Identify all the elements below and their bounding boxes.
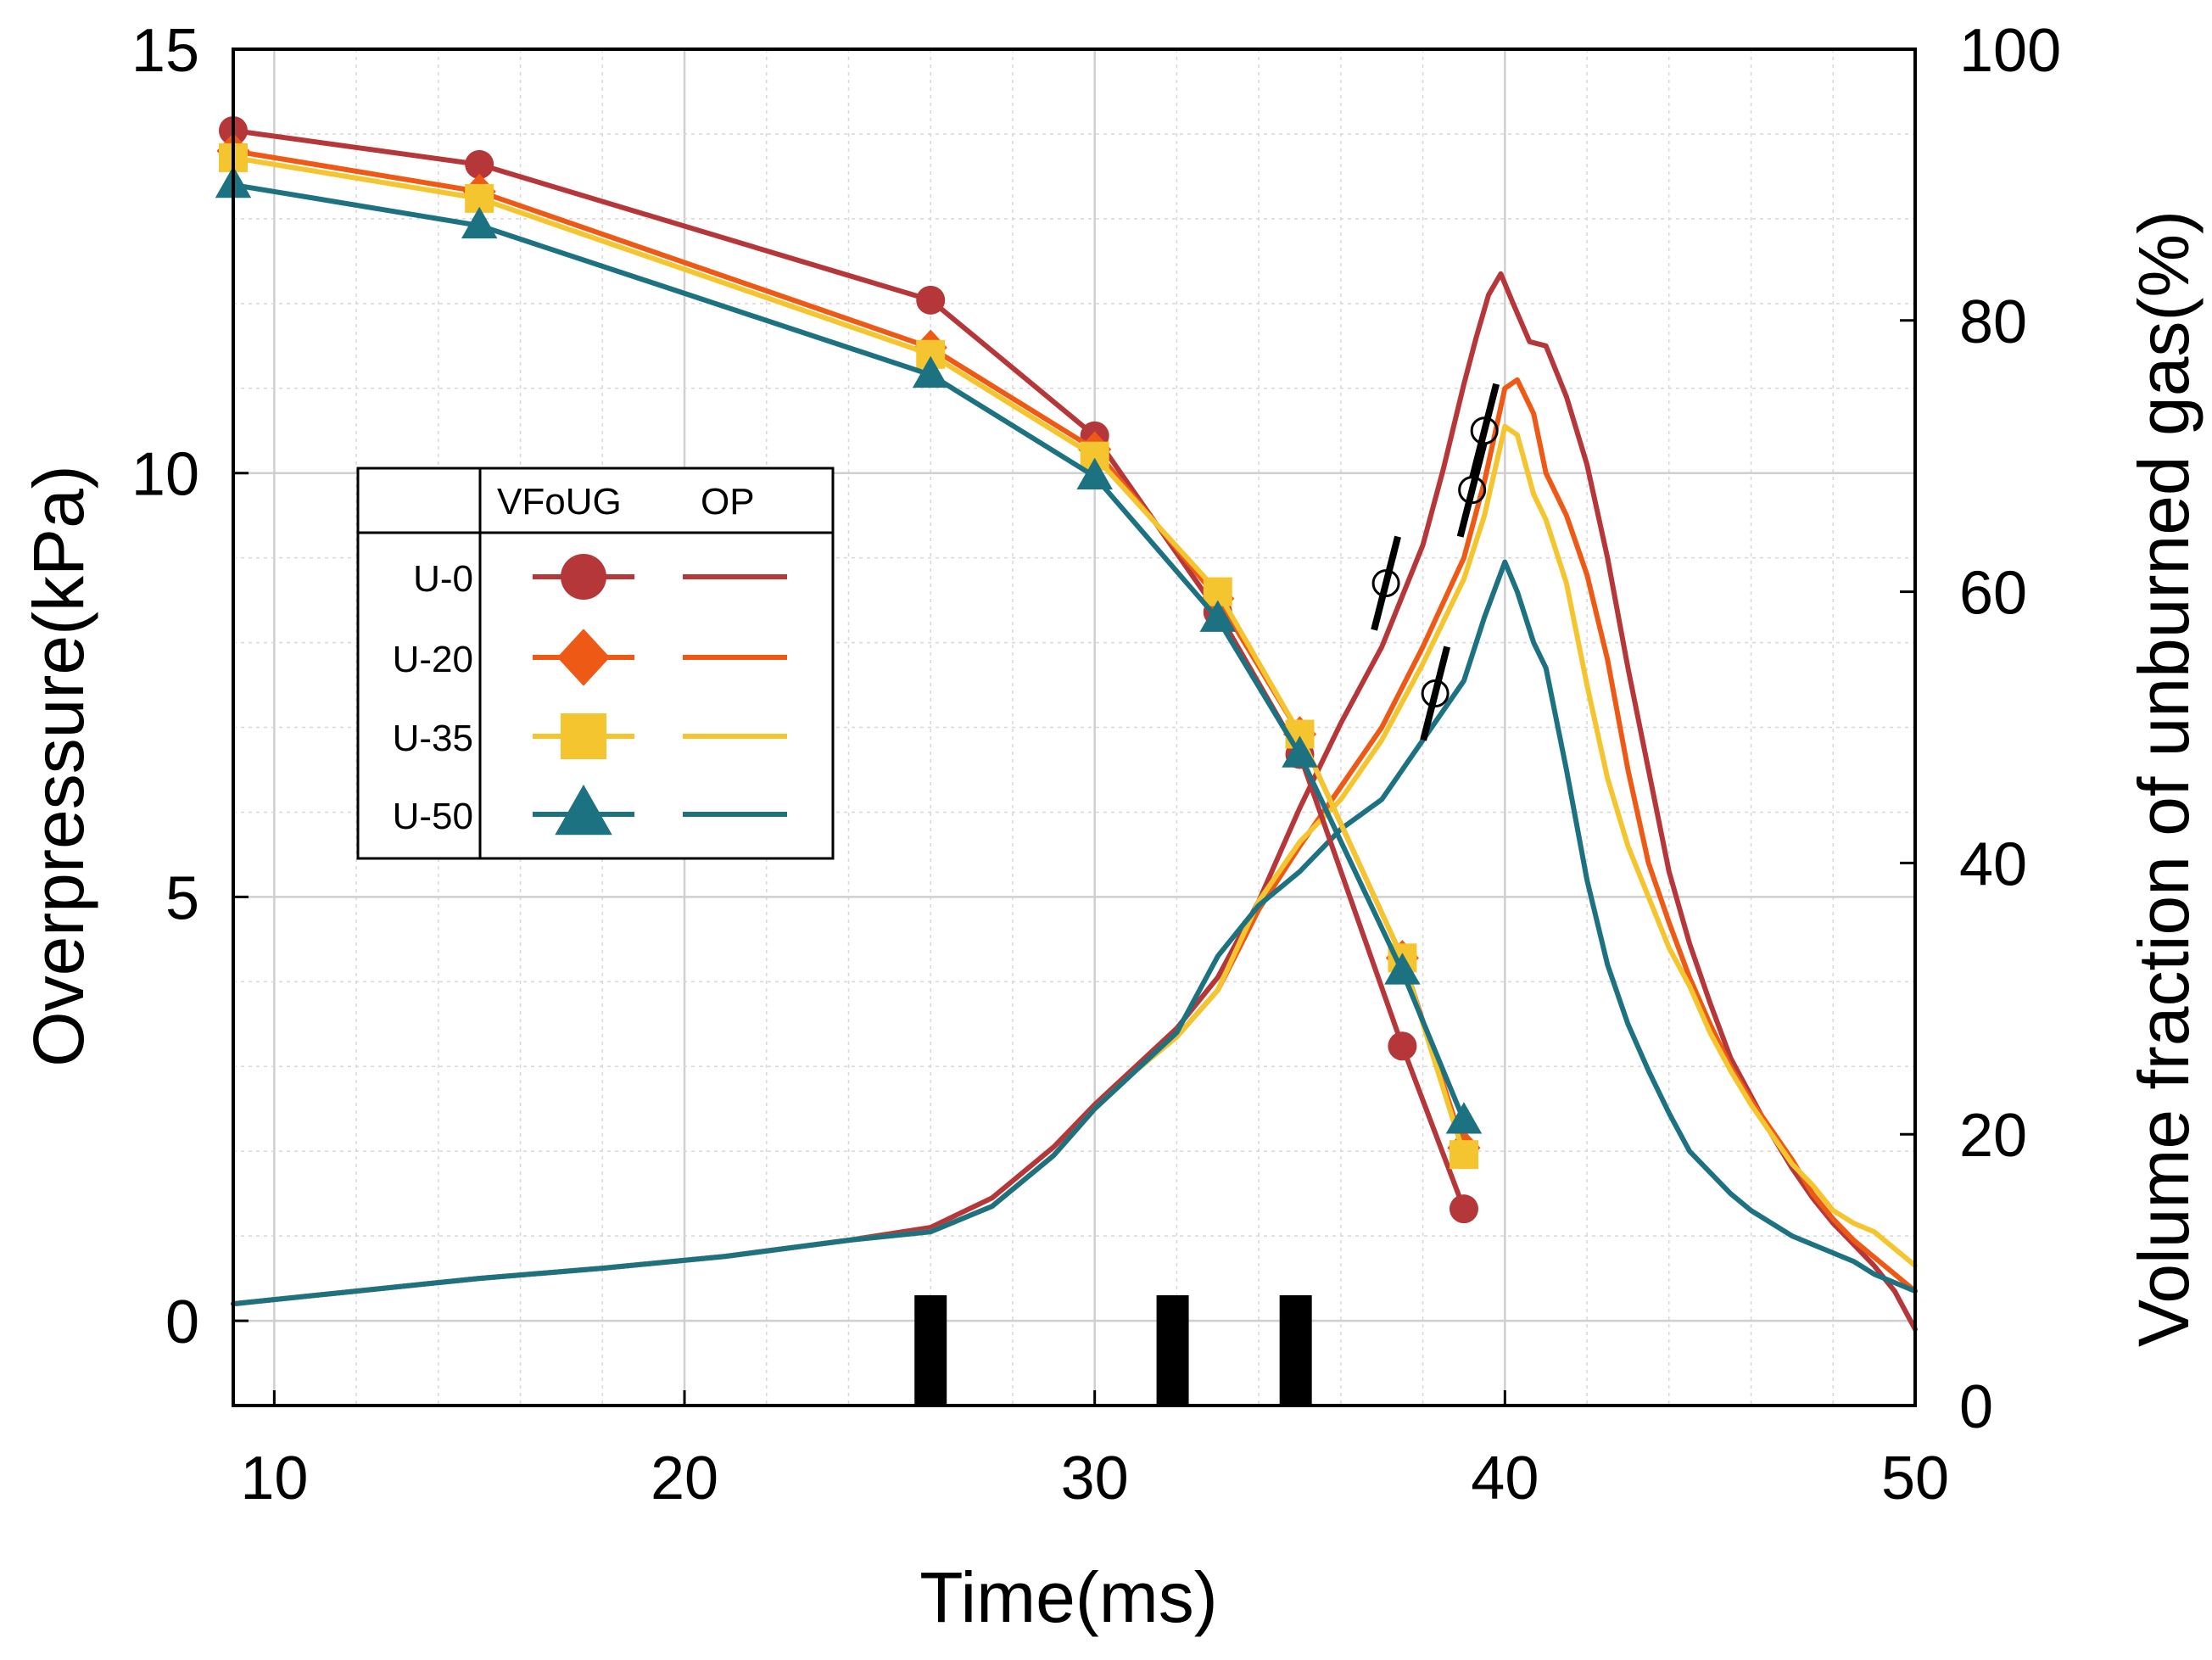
black-bars xyxy=(914,1295,1312,1406)
annotation-markers xyxy=(1371,383,1500,741)
x-tick-label: 40 xyxy=(1471,1445,1539,1512)
y-axis-left-label: Overpressure(kPa) xyxy=(19,465,98,1067)
black-bar xyxy=(914,1295,947,1406)
op-series-lines xyxy=(231,271,1918,1333)
y-right-tick-label: 100 xyxy=(1959,17,2061,85)
annotation-circle-marker xyxy=(1421,679,1450,708)
y-left-tick-label: 10 xyxy=(131,441,199,509)
vfoug-point-u50 xyxy=(912,355,949,388)
y-right-tick-label: 60 xyxy=(1959,560,2027,628)
legend-label-u0: U-0 xyxy=(413,558,473,600)
vfoug-point-u50 xyxy=(461,206,498,239)
legend-vfoug-marker-u50 xyxy=(555,784,612,836)
y-axis-right-label: Volume fraction of unburned gas(%) xyxy=(2124,210,2204,1347)
x-tick-label: 10 xyxy=(240,1445,308,1512)
vfoug-line-u35 xyxy=(232,154,1466,1156)
y-left-tick-label: 0 xyxy=(165,1288,199,1356)
annotation-tick xyxy=(1469,383,1500,478)
vfoug-point-u0 xyxy=(465,149,494,179)
annotation-circle-marker xyxy=(1470,416,1499,445)
y-right-tick-label: 80 xyxy=(1959,288,2027,356)
legend-label-u35: U-35 xyxy=(393,718,473,759)
legend: VFoUG OP U-0 U-20 U-35 U-50 xyxy=(356,467,835,860)
annotation-circle-marker xyxy=(1458,476,1487,505)
x-tick-label: 50 xyxy=(1881,1445,1949,1512)
y-left-tick-label: 5 xyxy=(165,864,199,932)
vfoug-point-u50 xyxy=(1076,457,1113,489)
vfoug-point-u50 xyxy=(1199,600,1237,632)
legend-vfoug-marker-u0 xyxy=(561,554,606,600)
y-right-tick-label: 40 xyxy=(1959,830,2027,898)
legend-vfoug-marker-u20 xyxy=(556,629,611,686)
vfoug-point-u0 xyxy=(1388,1031,1417,1061)
vfoug-point-u50 xyxy=(1384,953,1421,985)
vfoug-point-u50 xyxy=(1445,1102,1483,1134)
op-line-u50 xyxy=(231,559,1918,1307)
y-right-tick-label: 20 xyxy=(1959,1102,2027,1170)
y-left-tick-label: 15 xyxy=(131,17,199,85)
y-right-tick-label: 0 xyxy=(1959,1373,1993,1441)
annotation-tick xyxy=(1371,535,1401,631)
vfoug-series-lines xyxy=(215,115,1483,1224)
black-bar xyxy=(1279,1295,1312,1406)
legend-label-u20: U-20 xyxy=(393,639,473,680)
legend-label-u50: U-50 xyxy=(393,796,473,837)
vfoug-point-u50 xyxy=(1282,735,1318,768)
annotation-circle-marker xyxy=(1371,569,1400,598)
vfoug-point-u0 xyxy=(916,285,946,315)
x-axis-label: Time(ms) xyxy=(919,1557,1217,1637)
legend-header-op: OP xyxy=(701,481,755,523)
annotation-tick xyxy=(1420,646,1450,741)
plot-frame xyxy=(232,48,1917,1407)
vfoug-point-u0 xyxy=(1449,1194,1478,1224)
legend-samples xyxy=(533,554,787,836)
vfoug-line-u50 xyxy=(232,182,1466,1122)
legend-header-vfoug: VFoUG xyxy=(497,481,622,523)
x-tick-label: 30 xyxy=(1061,1445,1129,1512)
legend-vfoug-marker-u35 xyxy=(561,713,606,759)
x-tick-label: 20 xyxy=(651,1445,718,1512)
black-bar xyxy=(1156,1295,1189,1406)
vfoug-point-u35 xyxy=(1449,1140,1478,1170)
